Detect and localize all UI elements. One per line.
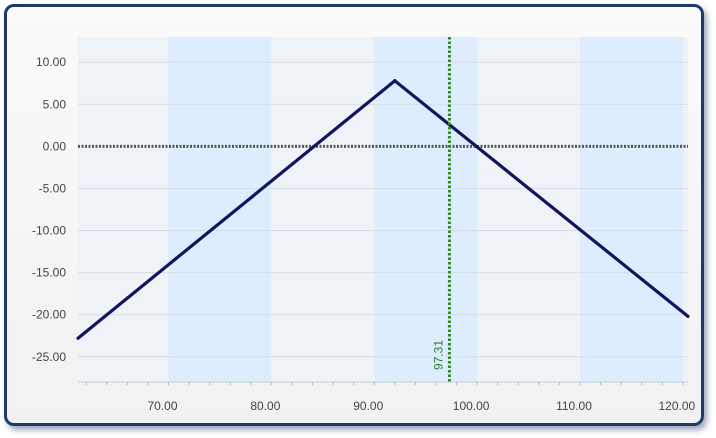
payoff-point: [686, 314, 690, 318]
x-tick-label: 90.00: [353, 399, 383, 413]
band-2: [579, 37, 683, 382]
x-tick-label: 70.00: [148, 399, 178, 413]
x-tick-label: 120.00: [659, 399, 696, 413]
x-tick-label: 110.00: [556, 399, 592, 413]
y-tick-label: 10.00: [36, 55, 66, 69]
y-tick-label: -15.00: [32, 266, 66, 280]
y-tick-label: -20.00: [32, 308, 66, 322]
band-0: [168, 37, 272, 382]
y-tick-label: -25.00: [32, 350, 66, 364]
x-tick-label: 80.00: [250, 399, 280, 413]
payoff-point: [393, 79, 397, 83]
y-tick-label: -5.00: [39, 181, 67, 195]
y-tick-label: 5.00: [43, 97, 67, 111]
x-tick-label: 100.00: [453, 399, 490, 413]
y-tick-label: 0.00: [43, 139, 67, 153]
payoff-point: [76, 336, 80, 340]
current-price-label: 97.31: [431, 340, 445, 370]
y-tick-label: -10.00: [32, 224, 66, 238]
band-1: [374, 37, 478, 382]
